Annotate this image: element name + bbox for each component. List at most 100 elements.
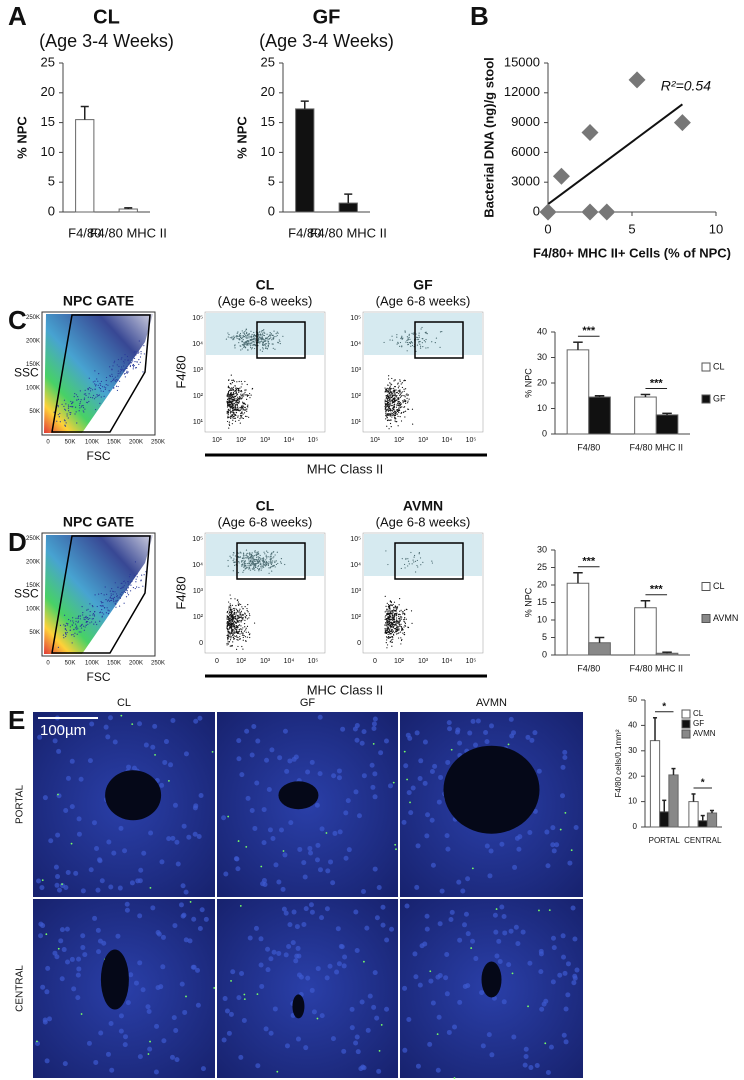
event-dot	[406, 394, 407, 395]
nucleus	[384, 739, 389, 744]
event-dot	[228, 393, 229, 394]
event-dot	[126, 366, 127, 367]
event-dot	[274, 336, 275, 337]
event-dot	[273, 348, 274, 349]
event-dot	[119, 373, 120, 374]
event-dot	[239, 407, 240, 408]
event-dot	[407, 350, 408, 351]
event-dot	[249, 615, 250, 616]
nucleus	[465, 876, 470, 881]
event-dot	[398, 412, 399, 413]
event-dot	[385, 403, 386, 404]
nucleus	[462, 922, 467, 927]
event-dot	[234, 618, 235, 619]
gate-x-tick-label: 250K	[151, 661, 165, 667]
nucleus	[265, 947, 270, 952]
event-dot	[245, 335, 246, 336]
event-dot	[232, 554, 233, 555]
nucleus	[104, 725, 109, 730]
nucleus	[98, 858, 103, 863]
nucleus	[301, 922, 306, 927]
event-dot	[251, 340, 252, 341]
event-dot	[277, 333, 278, 334]
nucleus	[305, 770, 310, 775]
event-dot	[90, 397, 91, 398]
event-dot	[401, 639, 402, 640]
event-dot	[97, 395, 98, 396]
nucleus	[310, 910, 315, 915]
bar	[589, 397, 611, 434]
event-dot	[266, 338, 267, 339]
event-dot	[396, 626, 397, 627]
event-dot	[230, 598, 231, 599]
event-dot	[261, 331, 262, 332]
f480-signal	[150, 887, 152, 889]
event-dot	[386, 401, 387, 402]
event-dot	[116, 596, 117, 597]
event-dot	[389, 622, 390, 623]
event-dot	[231, 621, 232, 622]
event-dot	[239, 638, 240, 639]
chart-title: CL	[93, 6, 120, 28]
event-dot	[99, 621, 100, 622]
nucleus	[285, 1043, 290, 1048]
event-dot	[237, 399, 238, 400]
event-dot	[275, 566, 276, 567]
event-dot	[259, 337, 260, 338]
event-dot	[439, 347, 440, 348]
event-dot	[401, 626, 402, 627]
event-dot	[104, 607, 105, 608]
event-dot	[396, 337, 397, 338]
nucleus	[305, 976, 310, 981]
event-dot	[241, 408, 242, 409]
event-dot	[279, 341, 280, 342]
log-x-tick-label: 10⁴	[442, 437, 453, 444]
event-dot	[63, 624, 64, 625]
y-tick-label: 0	[542, 649, 547, 659]
nucleus	[269, 747, 274, 752]
event-dot	[137, 573, 138, 574]
event-dot	[241, 338, 242, 339]
event-dot	[387, 394, 388, 395]
event-dot	[262, 339, 263, 340]
event-dot	[399, 620, 400, 621]
event-dot	[394, 420, 395, 421]
nucleus	[132, 766, 137, 771]
nucleus	[43, 795, 48, 800]
event-dot	[234, 614, 235, 615]
event-dot	[408, 344, 409, 345]
event-dot	[254, 551, 255, 552]
event-dot	[232, 616, 233, 617]
nucleus	[173, 803, 178, 808]
event-dot	[263, 335, 264, 336]
y-axis-label: % NPC	[14, 116, 29, 159]
event-dot	[243, 552, 244, 553]
event-dot	[385, 389, 386, 390]
event-dot	[273, 331, 274, 332]
event-dot	[74, 393, 75, 394]
event-dot	[250, 343, 251, 344]
legend-swatch	[682, 710, 690, 718]
nucleus	[538, 969, 543, 974]
event-dot	[275, 336, 276, 337]
legend-swatch	[682, 720, 690, 728]
event-dot	[266, 555, 267, 556]
significance-label: *	[662, 701, 666, 712]
event-dot	[236, 635, 237, 636]
nucleus	[56, 749, 61, 754]
event-dot	[391, 605, 392, 606]
event-dot	[239, 620, 240, 621]
event-dot	[418, 335, 419, 336]
event-dot	[391, 426, 392, 427]
event-dot	[241, 620, 242, 621]
nucleus	[297, 847, 302, 852]
event-dot	[246, 333, 247, 334]
event-dot	[401, 568, 402, 569]
event-dot	[255, 339, 256, 340]
event-dot	[117, 390, 118, 391]
event-dot	[398, 425, 399, 426]
nucleus	[320, 1013, 325, 1018]
nucleus	[164, 739, 169, 744]
nucleus	[425, 914, 430, 919]
event-dot	[229, 404, 230, 405]
